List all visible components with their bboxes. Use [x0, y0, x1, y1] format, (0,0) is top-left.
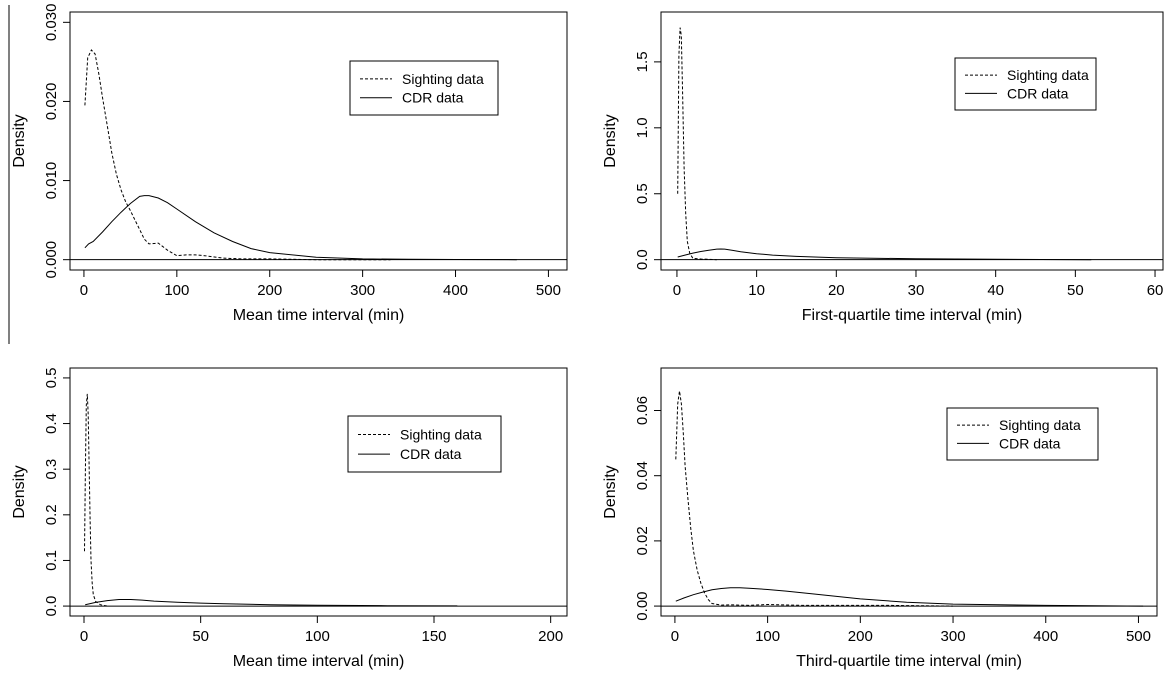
plot-frame: [660, 11, 1164, 271]
y-axis-label: Density: [602, 465, 619, 518]
x-tick-label: 40: [987, 282, 1004, 299]
x-axis-label: Third-quartile time interval (min): [796, 653, 1022, 670]
x-tick-label: 50: [192, 628, 209, 645]
y-tick-label: 0.020: [43, 83, 60, 121]
x-tick-label: 50: [1067, 282, 1084, 299]
panel-2: 0 10 20 30 40 50 60 0.0 0.5 1.0 1.5 First-quartile …: [602, 11, 1164, 324]
x-tick-label: 100: [164, 282, 189, 299]
legend: Sighting data CDR data: [347, 415, 502, 473]
x-tick-label: 0: [80, 628, 88, 645]
legend-cdr-label: CDR data: [999, 435, 1061, 451]
y-tick-label: 0.000: [43, 241, 60, 279]
panel-4: 0 100 200 300 400 500 0.00 0.02 0.04 0.06 Third-qu…: [602, 367, 1158, 670]
legend: Sighting data CDR data: [349, 60, 499, 116]
legend: Sighting data CDR data: [954, 57, 1097, 111]
x-tick-label: 100: [755, 628, 780, 645]
sighting-data-line: [675, 390, 954, 607]
x-tick-label: 300: [350, 282, 375, 299]
legend-box: [349, 60, 499, 116]
legend-cdr-label: CDR data: [1007, 85, 1069, 101]
x-tick-label: 150: [421, 628, 446, 645]
y-tick-label: 1.5: [634, 51, 651, 72]
cdr-data-line: [85, 599, 458, 607]
sighting-data-line: [84, 49, 391, 261]
y-tick-label: 0.0: [634, 249, 651, 270]
x-axis-label: Mean time interval (min): [233, 307, 405, 324]
x-tick-label: 30: [908, 282, 925, 299]
y-tick-label: 0.3: [43, 459, 60, 480]
legend-sighting-label: Sighting data: [402, 71, 484, 87]
legend-sighting-label: Sighting data: [999, 417, 1081, 433]
y-tick-label: 0.2: [43, 504, 60, 525]
y-tick-label: 0.04: [634, 461, 651, 490]
plot-frame: [660, 367, 1158, 617]
plot-frame: [69, 367, 568, 617]
legend-box: [954, 57, 1097, 111]
x-tick-label: 400: [1033, 628, 1058, 645]
legend-cdr-label: CDR data: [400, 446, 462, 462]
x-tick-label: 0: [673, 282, 681, 299]
legend-sighting-label: Sighting data: [400, 426, 482, 442]
panel-1: 0 100 200 300 400 500 0.000 0.010 0.020 0.030 Mean…: [11, 4, 568, 324]
x-tick-label: 200: [848, 628, 873, 645]
x-tick-label: 20: [828, 282, 845, 299]
x-axis-label: Mean time interval (min): [233, 653, 405, 670]
x-tick-label: 0: [671, 628, 679, 645]
cdr-data-line: [677, 248, 1092, 261]
y-axis-label: Density: [11, 114, 28, 167]
x-axis-label: First-quartile time interval (min): [802, 307, 1022, 324]
x-tick-label: 500: [536, 282, 561, 299]
y-tick-label: 0.4: [43, 413, 60, 434]
x-tick-label: 500: [1126, 628, 1151, 645]
panel-3: 0 50 100 150 200 0.0 0.1 0.2 0.3 0.4 0.5 Mean time …: [11, 367, 568, 670]
y-tick-label: 0.0: [43, 596, 60, 617]
x-tick-label: 100: [305, 628, 330, 645]
y-axis-label: Density: [602, 114, 619, 167]
x-tick-label: 60: [1147, 282, 1164, 299]
y-tick-label: 0.00: [634, 591, 651, 620]
legend-sighting-label: Sighting data: [1007, 67, 1089, 83]
x-tick-label: 0: [80, 282, 88, 299]
y-tick-label: 0.5: [43, 367, 60, 388]
x-tick-label: 200: [538, 628, 563, 645]
y-axis-label: Density: [11, 465, 28, 518]
x-tick-label: 200: [257, 282, 282, 299]
y-tick-label: 1.0: [634, 117, 651, 138]
legend-box: [347, 415, 502, 473]
x-tick-label: 10: [748, 282, 765, 299]
plot-frame: [69, 11, 568, 271]
sighting-data-line: [677, 27, 717, 261]
x-tick-label: 300: [941, 628, 966, 645]
legend: Sighting data CDR data: [946, 407, 1099, 461]
x-tick-label: 400: [443, 282, 468, 299]
sighting-data-line: [84, 393, 108, 607]
y-tick-label: 0.06: [634, 396, 651, 425]
y-tick-label: 0.5: [634, 183, 651, 204]
cdr-data-line: [84, 195, 517, 261]
y-tick-label: 0.030: [43, 4, 60, 42]
cdr-data-line: [675, 587, 1144, 607]
legend-cdr-label: CDR data: [402, 90, 464, 106]
legend-box: [946, 407, 1099, 461]
y-tick-label: 0.010: [43, 162, 60, 200]
y-tick-label: 0.1: [43, 550, 60, 571]
y-tick-label: 0.02: [634, 526, 651, 555]
